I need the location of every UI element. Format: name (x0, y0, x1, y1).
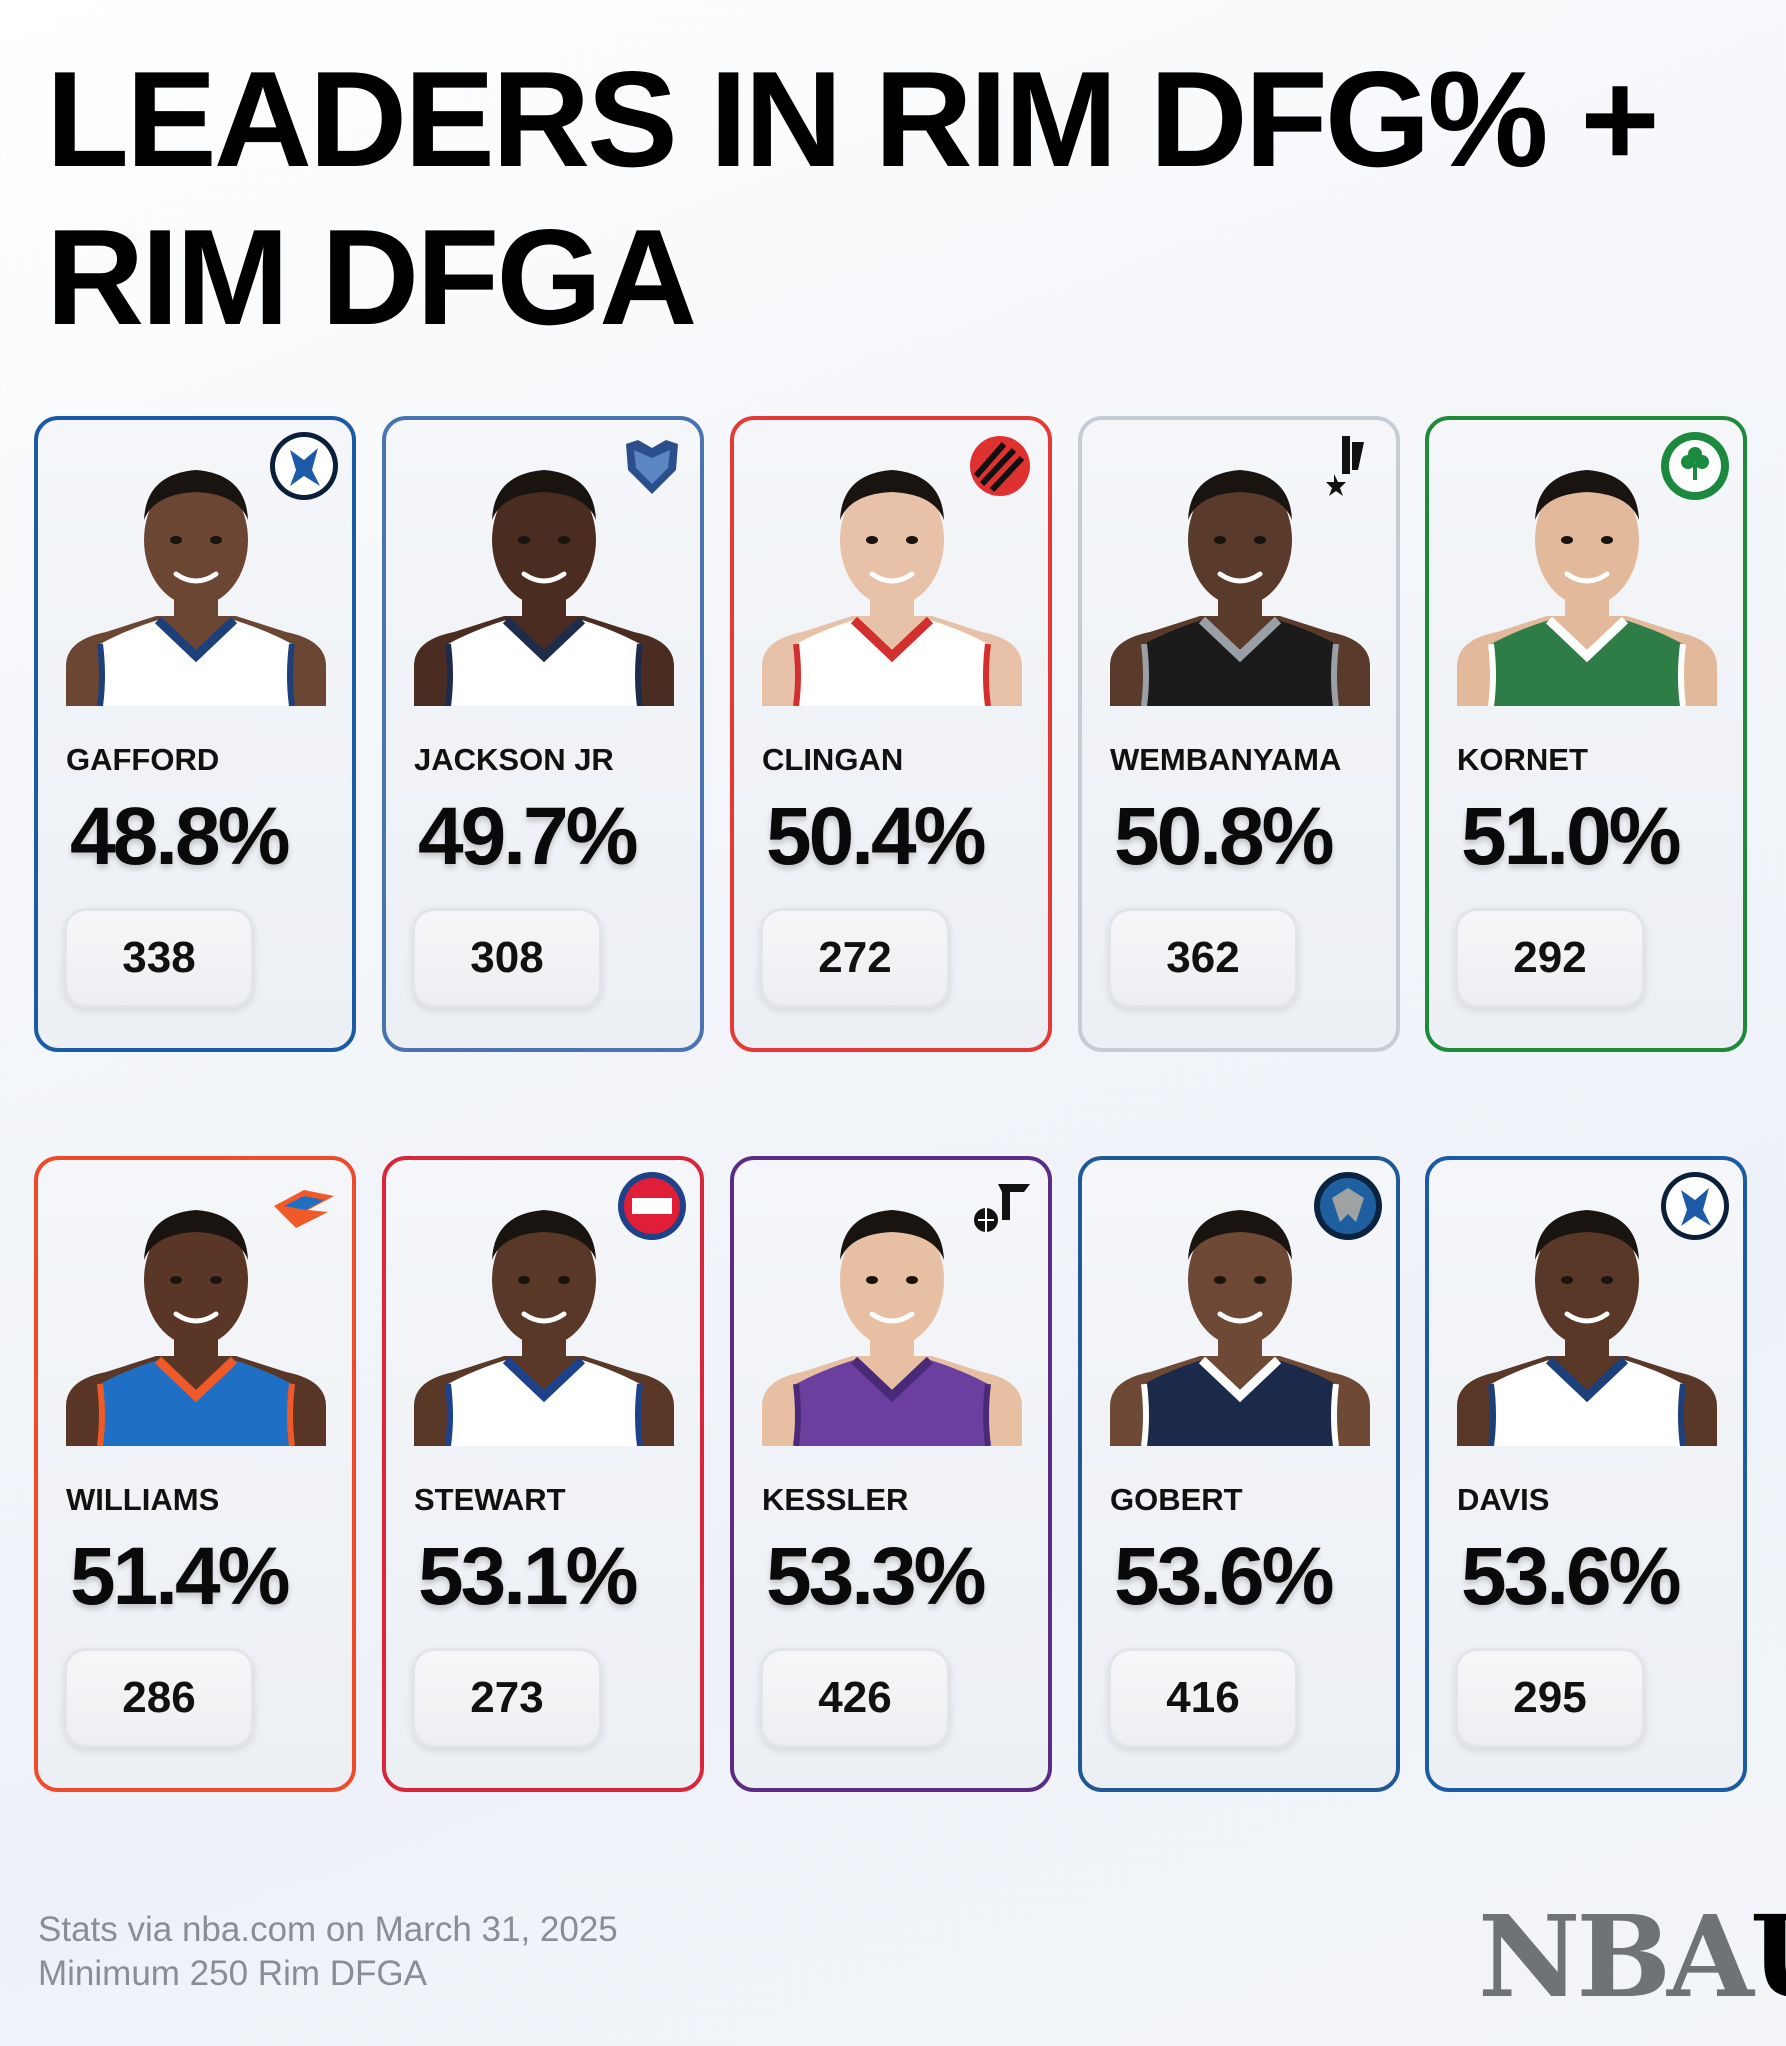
mavericks-logo-icon (268, 430, 340, 502)
rim-dfg-percent: 51.0% (1461, 791, 1682, 882)
title-line-1: LEADERS IN RIM DFG% + (46, 43, 1660, 195)
rim-dfga-badge: 292 (1455, 908, 1645, 1008)
rim-dfga-badge: 295 (1455, 1648, 1645, 1748)
player-name: STEWART (414, 1482, 566, 1517)
player-name: KORNET (1457, 742, 1588, 777)
rim-dfga-badge: 426 (760, 1648, 950, 1748)
player-headshot (1457, 1184, 1717, 1446)
player-name: KESSLER (762, 1482, 909, 1517)
rim-dfg-percent: 53.6% (1461, 1531, 1682, 1622)
player-headshot (1110, 1184, 1370, 1446)
player-name: WILLIAMS (66, 1482, 220, 1517)
jazz-logo-icon (964, 1170, 1036, 1242)
nbau-logo: NBAU (1478, 1898, 1786, 2018)
grizzlies-logo-icon (616, 430, 688, 502)
rim-dfga-badge: 416 (1108, 1648, 1298, 1748)
player-card-clingan: CLINGAN 50.4% 272 (730, 416, 1052, 1052)
player-headshot (762, 1184, 1022, 1446)
title-line-2: RIM DFGA (46, 201, 697, 353)
rim-dfg-percent: 48.8% (70, 791, 291, 882)
rim-dfga-badge: 308 (412, 908, 602, 1008)
player-name: GOBERT (1110, 1482, 1243, 1517)
brand-nba: NBA (1478, 1892, 1754, 2023)
player-headshot (1457, 444, 1717, 706)
player-headshot (762, 444, 1022, 706)
rim-dfg-percent: 51.4% (70, 1531, 291, 1622)
rim-dfg-percent: 53.3% (766, 1531, 987, 1622)
player-name: JACKSON JR (414, 742, 614, 777)
player-headshot (66, 1184, 326, 1446)
player-headshot (66, 444, 326, 706)
player-card-jackson-jr: JACKSON JR 49.7% 308 (382, 416, 704, 1052)
player-card-gafford: GAFFORD 48.8% 338 (34, 416, 356, 1052)
celtics-logo-icon (1659, 430, 1731, 502)
pistons-logo-icon (616, 1170, 688, 1242)
brand-u: U (1750, 1892, 1786, 2023)
player-card-gobert: GOBERT 53.6% 416 (1078, 1156, 1400, 1792)
trail-blazers-logo-icon (964, 430, 1036, 502)
player-name: GAFFORD (66, 742, 220, 777)
player-name: WEMBANYAMA (1110, 742, 1342, 777)
page-title: LEADERS IN RIM DFG% + RIM DFGA (46, 40, 1746, 356)
rim-dfg-percent: 53.6% (1114, 1531, 1335, 1622)
player-headshot (1110, 444, 1370, 706)
rim-dfg-percent: 49.7% (418, 791, 639, 882)
footer-source: Stats via nba.com on March 31, 2025 (38, 1910, 618, 1949)
player-card-williams: WILLIAMS 51.4% 286 (34, 1156, 356, 1792)
player-name: DAVIS (1457, 1482, 1550, 1517)
rim-dfga-badge: 362 (1108, 908, 1298, 1008)
timberwolves-logo-icon (1312, 1170, 1384, 1242)
player-headshot (414, 1184, 674, 1446)
rim-dfga-badge: 273 (412, 1648, 602, 1748)
rim-dfga-badge: 338 (64, 908, 254, 1008)
rim-dfga-badge: 286 (64, 1648, 254, 1748)
player-headshot (414, 444, 674, 706)
player-card-kornet: KORNET 51.0% 292 (1425, 416, 1747, 1052)
player-card-stewart: STEWART 53.1% 273 (382, 1156, 704, 1792)
spurs-logo-icon (1312, 430, 1384, 502)
player-card-wembanyama: WEMBANYAMA 50.8% 362 (1078, 416, 1400, 1052)
rim-dfg-percent: 50.4% (766, 791, 987, 882)
rim-dfg-percent: 53.1% (418, 1531, 639, 1622)
mavericks-logo-icon (1659, 1170, 1731, 1242)
player-card-davis: DAVIS 53.6% 295 (1425, 1156, 1747, 1792)
player-card-kessler: KESSLER 53.3% 426 (730, 1156, 1052, 1792)
thunder-logo-icon (268, 1170, 340, 1242)
footer-notes: Stats via nba.com on March 31, 2025 Mini… (38, 1908, 618, 1996)
rim-dfga-badge: 272 (760, 908, 950, 1008)
player-name: CLINGAN (762, 742, 904, 777)
rim-dfg-percent: 50.8% (1114, 791, 1335, 882)
footer-minimum: Minimum 250 Rim DFGA (38, 1954, 427, 1993)
